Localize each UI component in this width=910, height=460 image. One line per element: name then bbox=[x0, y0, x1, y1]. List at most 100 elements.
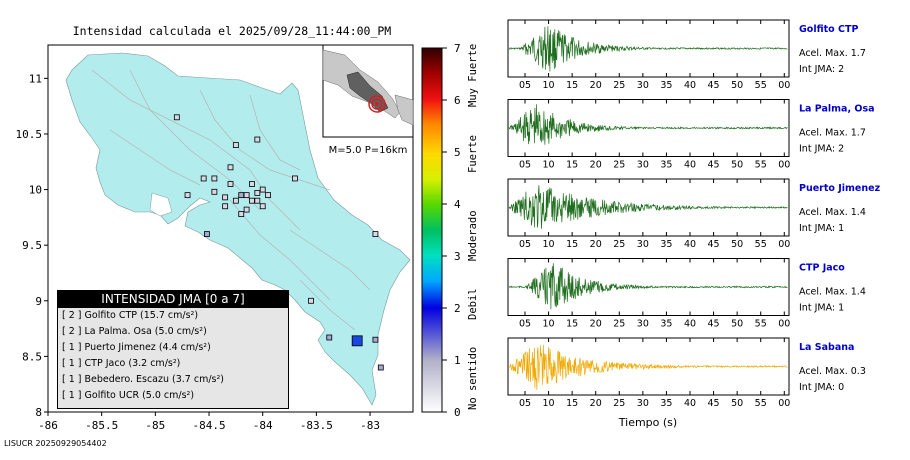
station-marker bbox=[254, 136, 261, 143]
y-tick-label: 9.5 bbox=[22, 239, 42, 252]
time-tick-label: 55 bbox=[755, 80, 767, 91]
time-tick-label: 45 bbox=[708, 80, 720, 91]
time-tick-label: 25 bbox=[613, 319, 625, 330]
y-tick-label: 9 bbox=[35, 295, 42, 308]
inset-label: M=5.0 P=16km bbox=[329, 145, 408, 156]
legend-item: [ 2 ] La Palma. Osa (5.0 cm/s²) bbox=[62, 326, 207, 337]
waveform-line bbox=[508, 104, 788, 145]
seismogram-panel: 05 10 15 20 25 30 35 40 45 50 55 00 CTP Jaco Acel. Ma… bbox=[507, 258, 866, 330]
waveform-line bbox=[508, 344, 788, 390]
x-tick-label: -83.5 bbox=[300, 419, 333, 432]
station-marker bbox=[211, 175, 218, 182]
time-tick-label: 40 bbox=[684, 398, 696, 409]
map-axes: -86 -85.5 -85 -84.5 -84 -83.5 -83 11 10.5 10 9.5 9 8… bbox=[16, 44, 414, 432]
x-tick-label: -85 bbox=[145, 419, 165, 432]
station-marker bbox=[292, 175, 298, 182]
time-tick-label: 10 bbox=[543, 80, 555, 91]
time-tick-label: 05 bbox=[519, 319, 531, 330]
station-marker bbox=[222, 203, 229, 210]
colorbar-tick-label: 1 bbox=[454, 354, 461, 367]
time-tick-label: 05 bbox=[519, 239, 531, 250]
station-marker bbox=[211, 188, 218, 195]
colorbar-label-muy-fuerte: Muy Fuerte bbox=[467, 44, 479, 107]
colorbar-gradient bbox=[421, 47, 443, 413]
station-marker bbox=[326, 334, 333, 341]
colorbar-label-debil: Debil bbox=[467, 288, 479, 320]
time-tick-label: 25 bbox=[613, 160, 625, 171]
time-tick-label: 10 bbox=[543, 239, 555, 250]
seismogram-panel: 05 10 15 20 25 30 35 40 45 50 55 00 Puerto Jimenez Ac… bbox=[507, 178, 881, 250]
colorbar-label-no-sentido: No sentido bbox=[467, 347, 479, 410]
y-tick-label: 10 bbox=[29, 184, 42, 197]
colorbar-tick-label: 2 bbox=[454, 302, 461, 315]
chart-title: Intensidad calculada el 2025/09/28_11:44… bbox=[73, 24, 392, 38]
time-tick-label: 15 bbox=[566, 319, 578, 330]
time-tick-label: 45 bbox=[708, 319, 720, 330]
nicoya-gulf-water bbox=[149, 192, 173, 217]
time-tick-label: 00 bbox=[778, 160, 790, 171]
y-tick-label: 10.5 bbox=[16, 128, 43, 141]
station-marker bbox=[238, 192, 245, 199]
time-tick-label: 15 bbox=[566, 398, 578, 409]
station-accel: Acel. Max. 1.4 bbox=[799, 207, 866, 218]
seismogram-panel: 05 10 15 20 25 30 35 40 45 50 55 00 La Sabana Acel. M… bbox=[507, 337, 866, 409]
station-marker bbox=[243, 206, 250, 213]
y-tick-label: 8.5 bbox=[22, 350, 42, 363]
legend-item: [ 2 ] Golfito CTP (15.7 cm/s²) bbox=[62, 310, 199, 321]
station-accel: Acel. Max. 1.4 bbox=[799, 287, 866, 298]
time-tick-label: 40 bbox=[684, 319, 696, 330]
colorbar-tick-label: 5 bbox=[454, 146, 461, 159]
time-tick-label: 00 bbox=[778, 398, 790, 409]
time-tick-label: 30 bbox=[637, 80, 649, 91]
station-marker bbox=[259, 203, 266, 210]
station-markers bbox=[173, 114, 384, 371]
time-tick-label: 00 bbox=[778, 80, 790, 91]
time-tick-label: 55 bbox=[755, 160, 767, 171]
time-tick-label: 40 bbox=[684, 239, 696, 250]
station-marker bbox=[372, 231, 379, 237]
station-name: La Sabana bbox=[799, 342, 854, 353]
time-tick-label: 50 bbox=[731, 398, 743, 409]
station-marker bbox=[265, 192, 271, 199]
y-tick-label: 8 bbox=[35, 406, 42, 419]
station-name: Golfito CTP bbox=[799, 24, 858, 35]
colorbar-tick-label: 6 bbox=[454, 94, 461, 107]
station-marker bbox=[254, 197, 261, 204]
colorbar-tick-label: 3 bbox=[454, 250, 461, 263]
x-tick-label: -84.5 bbox=[192, 419, 225, 432]
station-marker bbox=[227, 164, 234, 171]
seismogram-panel: 05 10 15 20 25 30 35 40 45 50 55 00 La Palma, Osa Ace… bbox=[507, 99, 875, 171]
inset-costa-rica bbox=[346, 71, 389, 113]
station-marker bbox=[377, 364, 384, 371]
inset-map: M=5.0 P=16km bbox=[322, 44, 414, 156]
colorbar-tick-label: 4 bbox=[454, 198, 461, 211]
road-network bbox=[91, 69, 371, 331]
time-tick-label: 10 bbox=[543, 398, 555, 409]
colorbar-label-moderado: Moderado bbox=[467, 210, 479, 261]
footer-id: LISUCR 20250929054402 bbox=[4, 439, 107, 448]
time-axis-label: Tiempo (s) bbox=[618, 416, 677, 429]
seismogram-panels: 05 10 15 20 25 30 35 40 45 50 55 00 Golfito CTP Acel.… bbox=[507, 19, 881, 409]
time-tick-label: 05 bbox=[519, 80, 531, 91]
colorbar-tick-label: 0 bbox=[454, 406, 461, 419]
time-tick-label: 35 bbox=[660, 239, 672, 250]
station-int-jma: Int JMA: 1 bbox=[799, 223, 844, 234]
waveform-line bbox=[508, 263, 788, 310]
station-int-jma: Int JMA: 2 bbox=[799, 144, 844, 155]
waveform-line bbox=[508, 185, 788, 229]
time-tick-label: 00 bbox=[778, 319, 790, 330]
time-tick-label: 10 bbox=[543, 319, 555, 330]
inset-land-south bbox=[394, 94, 414, 126]
legend-item: [ 1 ] Bebedero. Escazu (3.7 cm/s²) bbox=[62, 374, 225, 385]
time-tick-label: 30 bbox=[637, 319, 649, 330]
x-tick-label: -83 bbox=[360, 419, 380, 432]
x-tick-label: -84 bbox=[253, 419, 273, 432]
station-marker bbox=[254, 190, 261, 196]
station-name: Puerto Jimenez bbox=[799, 183, 881, 194]
costa-rica-land bbox=[65, 52, 411, 406]
time-tick-label: 15 bbox=[566, 160, 578, 171]
time-tick-label: 40 bbox=[684, 160, 696, 171]
time-tick-label: 25 bbox=[613, 80, 625, 91]
time-tick-label: 20 bbox=[590, 398, 602, 409]
station-marker bbox=[351, 335, 363, 347]
